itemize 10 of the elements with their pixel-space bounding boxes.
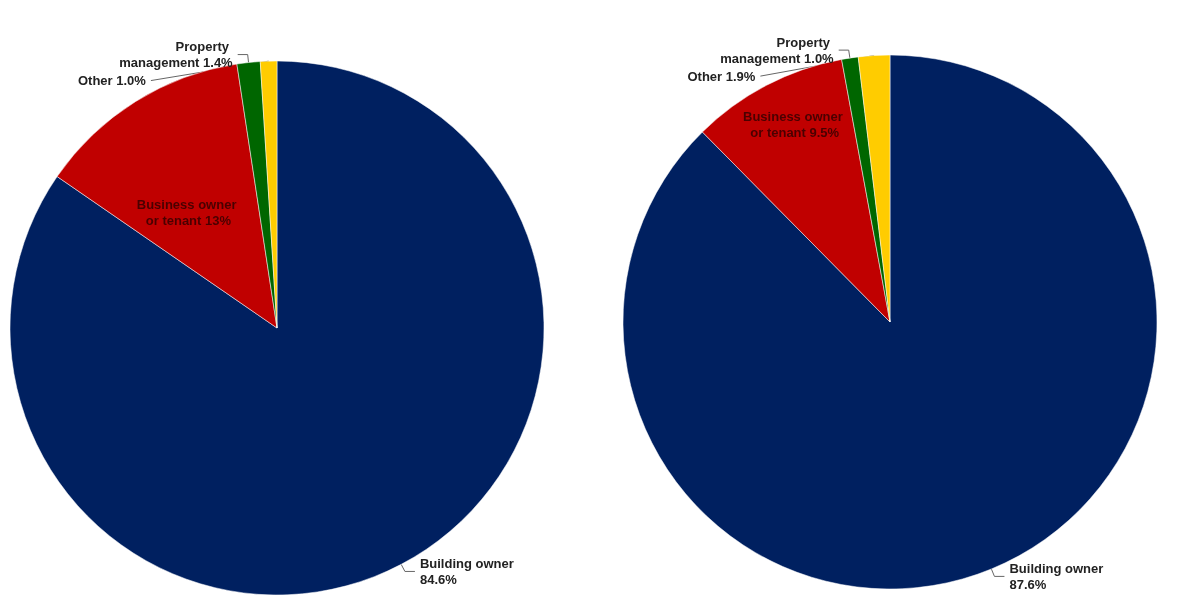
- slice-label: Other 1.0%: [77, 73, 147, 89]
- slice-label: Other 1.9%: [687, 68, 756, 84]
- slice-label: Building owner: [419, 555, 514, 571]
- slice-label: Business owner or tenant 13%: [136, 196, 237, 228]
- data-label: 84.6%: [419, 571, 458, 587]
- slice-label: Property management 1.0%: [720, 34, 835, 66]
- slice-label: Building owner: [1009, 560, 1104, 576]
- slice-label: Business owner or tenant 9.5%: [743, 109, 843, 141]
- slice-label: Property management 1.4%: [119, 39, 234, 71]
- data-label: 87.6%: [1009, 576, 1047, 592]
